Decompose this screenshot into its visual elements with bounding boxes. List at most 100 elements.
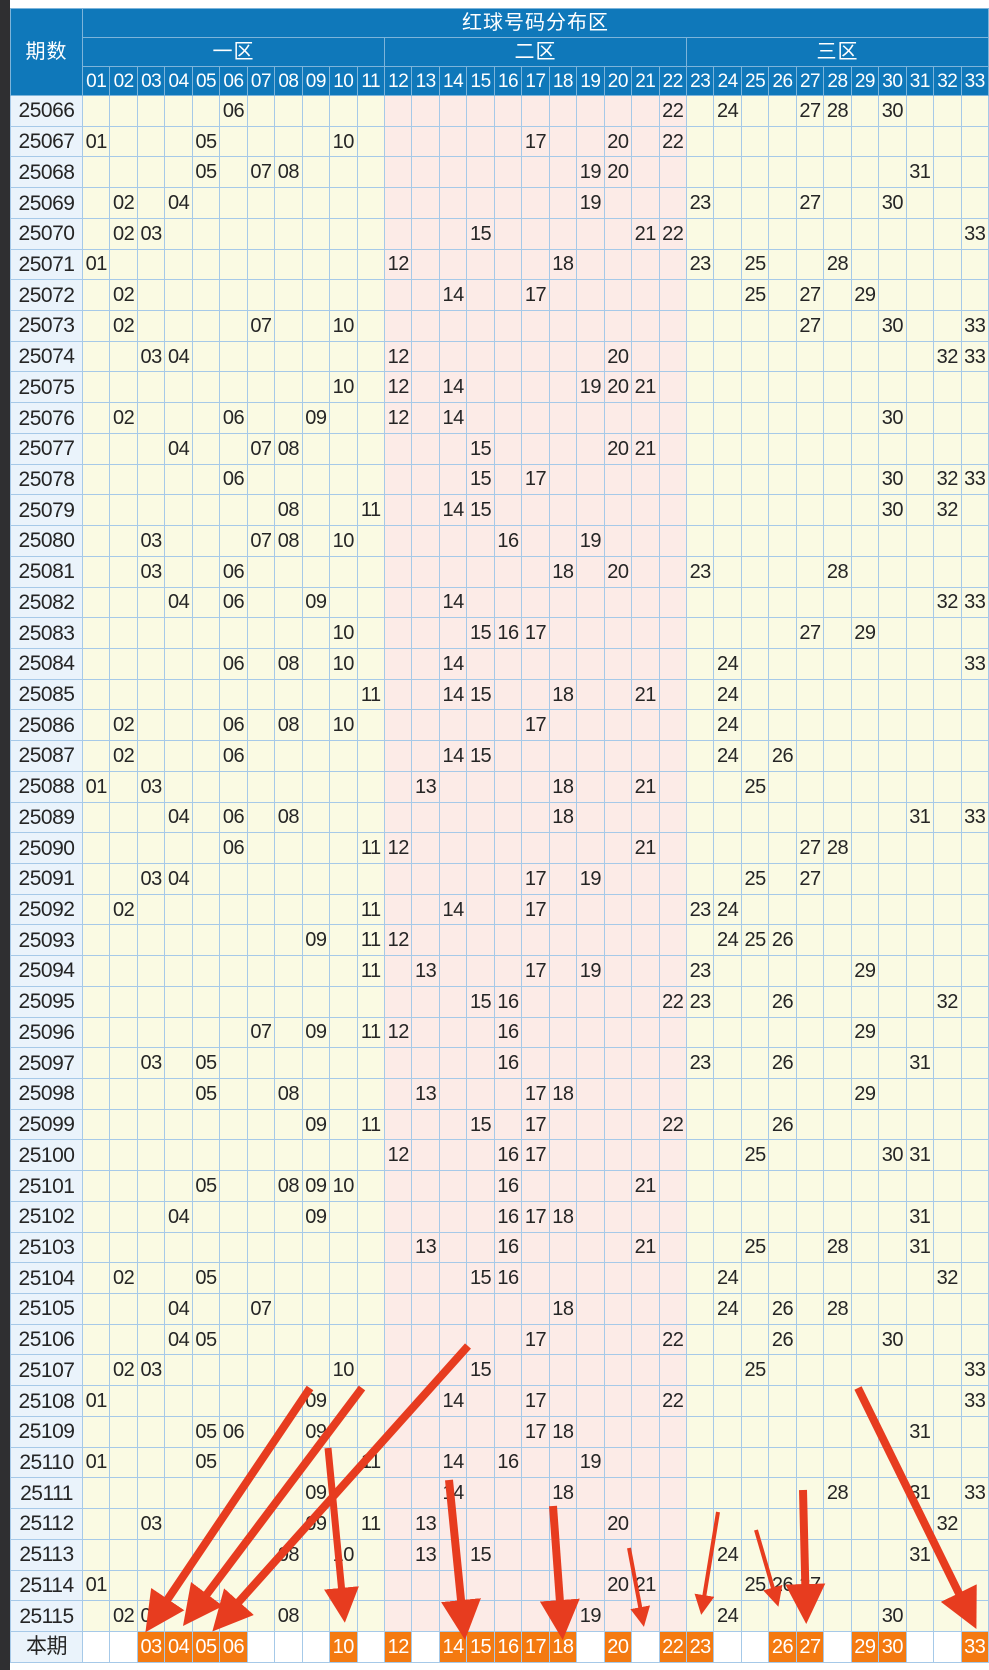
drawn-ball-cell: 14 bbox=[438, 740, 468, 772]
ball-cell bbox=[301, 1354, 331, 1387]
ball-cell bbox=[685, 1200, 715, 1233]
ball-cell bbox=[109, 862, 138, 895]
ball-cell bbox=[603, 924, 633, 957]
drawn-ball-cell: 20 bbox=[603, 156, 633, 189]
ball-cell bbox=[191, 494, 221, 527]
ball-cell bbox=[411, 463, 440, 496]
ball-cell bbox=[740, 1508, 770, 1540]
ball-cell bbox=[576, 1108, 605, 1141]
ball-cell bbox=[136, 1200, 166, 1233]
ball-cell bbox=[960, 1293, 989, 1325]
ball-cell bbox=[850, 862, 880, 895]
drawn-ball-cell: 32 bbox=[933, 586, 962, 619]
ball-cell bbox=[603, 1262, 633, 1295]
drawn-ball-cell: 13 bbox=[411, 1231, 440, 1264]
ball-cell bbox=[164, 1354, 193, 1387]
drawn-ball-cell: 01 bbox=[81, 1569, 111, 1602]
ball-cell bbox=[219, 1078, 248, 1110]
ball-cell bbox=[795, 1139, 825, 1172]
ball-cell bbox=[164, 125, 193, 158]
ball-cell bbox=[191, 1200, 221, 1233]
period-row: 25071 01 12 18 23 25 28 bbox=[10, 248, 989, 281]
period-row: 25090 06 11 12 21 27 28 bbox=[10, 832, 989, 864]
ball-cell bbox=[438, 525, 468, 557]
ball-cell bbox=[768, 310, 797, 342]
ball-cell bbox=[493, 709, 523, 742]
ball-cell bbox=[411, 1446, 440, 1479]
ball-cell bbox=[658, 1538, 687, 1571]
ball-cell bbox=[713, 1231, 742, 1264]
period-row: 25084 06 08 10 14 24 33 bbox=[10, 647, 989, 680]
ball-cell bbox=[933, 862, 962, 895]
ball-cell bbox=[191, 801, 221, 834]
ball-cell bbox=[795, 1231, 825, 1264]
drawn-ball-cell: 15 bbox=[466, 1262, 495, 1295]
ball-cell bbox=[411, 95, 440, 127]
ball-cell bbox=[274, 955, 303, 987]
ball-cell bbox=[219, 156, 248, 189]
ball-cell bbox=[246, 985, 276, 1018]
ball-cell bbox=[521, 740, 550, 772]
ball-cell bbox=[81, 1538, 111, 1571]
ball-cell bbox=[383, 1354, 413, 1387]
drawn-ball-cell: 24 bbox=[713, 1600, 742, 1632]
ball-cell bbox=[658, 340, 687, 373]
ball-cell bbox=[301, 617, 331, 649]
ball-cell bbox=[960, 1047, 989, 1079]
ball-cell bbox=[960, 1262, 989, 1295]
ball-cell bbox=[246, 1047, 276, 1079]
ball-cell bbox=[740, 1600, 770, 1632]
ball-cell bbox=[301, 770, 331, 803]
drawn-ball-cell: 33 bbox=[960, 463, 989, 496]
ball-cell bbox=[356, 740, 385, 772]
drawn-ball-cell: 16 bbox=[493, 1262, 523, 1295]
ball-cell bbox=[356, 463, 385, 496]
ball-cell bbox=[274, 1477, 303, 1510]
ball-cell bbox=[356, 217, 385, 250]
ball-cell bbox=[246, 1630, 276, 1664]
ball-cell bbox=[740, 1108, 770, 1141]
ball-cell bbox=[274, 125, 303, 158]
ball-cell bbox=[109, 1508, 138, 1540]
ball-cell bbox=[795, 1385, 825, 1417]
ball-cell bbox=[933, 125, 962, 158]
ball-cell bbox=[329, 801, 358, 834]
ball-cell bbox=[603, 893, 633, 926]
ball-cell bbox=[81, 525, 111, 557]
ball-cell bbox=[548, 525, 578, 557]
ball-cell bbox=[823, 1139, 852, 1172]
ball-cell bbox=[905, 1508, 935, 1540]
ball-cell bbox=[850, 187, 880, 219]
ball-cell bbox=[81, 1139, 111, 1172]
ball-cell bbox=[960, 1569, 989, 1602]
ball-cell bbox=[81, 1016, 111, 1049]
ball-cell bbox=[685, 924, 715, 957]
ball-cell bbox=[246, 801, 276, 834]
ball-cell bbox=[191, 1139, 221, 1172]
period-cell: 25085 bbox=[10, 678, 83, 711]
ball-cell bbox=[960, 1139, 989, 1172]
ball-cell bbox=[219, 1446, 248, 1479]
period-row: 25077 04 07 08 15 20 21 bbox=[10, 432, 989, 465]
drawn-ball-cell: 19 bbox=[576, 187, 605, 219]
ball-cell bbox=[768, 1385, 797, 1417]
ball-cell bbox=[356, 985, 385, 1018]
drawn-ball-cell: 21 bbox=[631, 217, 660, 250]
ball-cell bbox=[246, 832, 276, 864]
drawn-ball-cell: 26 bbox=[768, 1569, 797, 1602]
ball-cell bbox=[658, 310, 687, 342]
ball-column-header: 17 bbox=[521, 66, 550, 96]
ball-cell bbox=[933, 924, 962, 957]
ball-column-header: 07 bbox=[246, 66, 276, 96]
ball-cell bbox=[768, 340, 797, 373]
ball-cell bbox=[823, 1354, 852, 1387]
ball-cell bbox=[933, 1446, 962, 1479]
ball-cell bbox=[493, 371, 523, 404]
ball-cell bbox=[740, 525, 770, 557]
ball-cell bbox=[493, 832, 523, 864]
ball-cell bbox=[246, 1538, 276, 1571]
ball-cell bbox=[219, 1231, 248, 1264]
ball-cell bbox=[850, 248, 880, 281]
period-cell: 25084 bbox=[10, 647, 83, 680]
drawn-ball-cell: 30 bbox=[878, 1600, 907, 1632]
